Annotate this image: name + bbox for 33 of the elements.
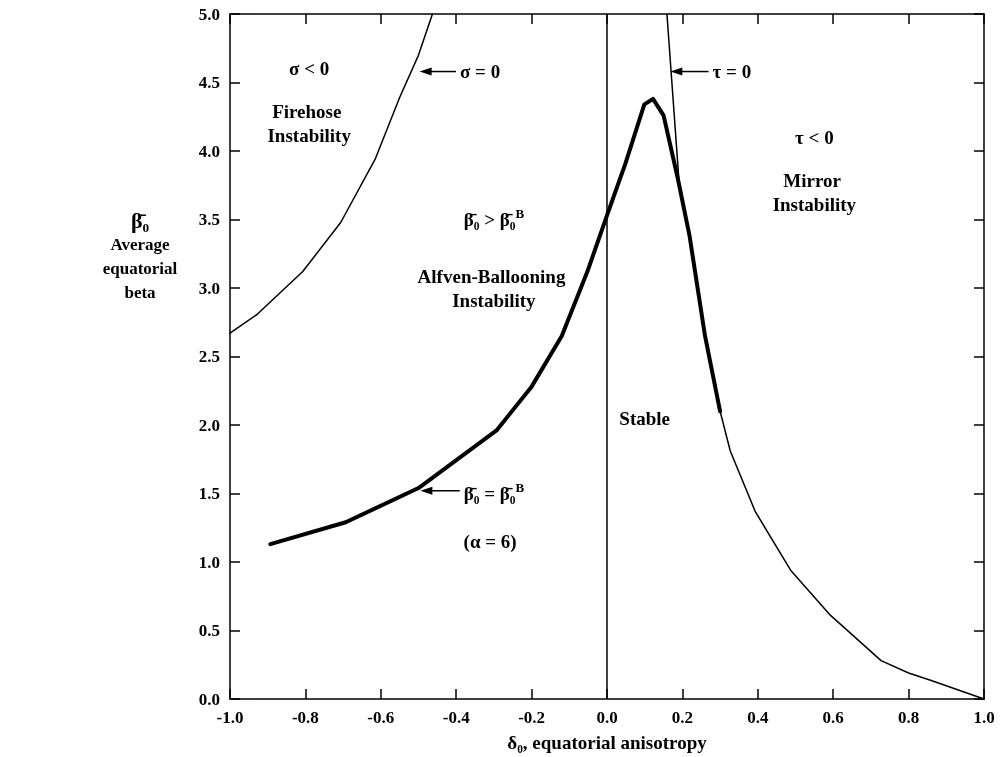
x-axis-title: δ₀, equatorial anisotropy [507,732,708,753]
annotation: (α = 6) [463,530,517,553]
annotation: τ < 0 [795,126,834,148]
annotation: τ = 0 [712,61,752,83]
y-tick-label: 2.0 [198,415,220,435]
x-tick-label: 0.6 [822,708,844,727]
annotation: Stable [619,407,671,429]
y-tick-label: 5.0 [198,4,220,24]
x-tick-label: -0.2 [518,708,546,727]
y-tick-label: 1.5 [198,484,220,503]
x-tick-label: 1.0 [973,708,995,727]
y-tick-label: 0.0 [198,689,220,709]
annotation: Mirror Instability [772,169,857,215]
x-tick-label: -0.6 [367,708,395,727]
x-tick-label: 0.8 [897,708,920,727]
y-tick-label: 4.0 [198,141,220,161]
y-tick-label: 4.5 [198,73,220,92]
y-tick-label: 3.5 [198,210,220,229]
y-axis-title: β̄₀ Average equatorial beta [102,208,178,303]
x-tick-label: -0.4 [442,708,471,727]
x-tick-label: -0.8 [291,708,319,727]
x-tick-label: 0.0 [596,708,618,727]
y-tick-label: 1.0 [198,552,220,572]
annotation: Alfven-Ballooning Instability [417,265,571,311]
annotation: Firehose Instability [267,101,352,147]
annotation: σ < 0 [289,58,330,80]
x-tick-label: 0.2 [671,708,694,727]
y-tick-label: 2.5 [198,347,220,366]
y-tick-label: 0.5 [198,621,220,640]
y-tick-label: 3.0 [198,278,220,298]
x-tick-label: -1.0 [216,708,244,727]
x-tick-label: 0.4 [747,708,769,727]
annotation: σ = 0 [459,61,501,83]
